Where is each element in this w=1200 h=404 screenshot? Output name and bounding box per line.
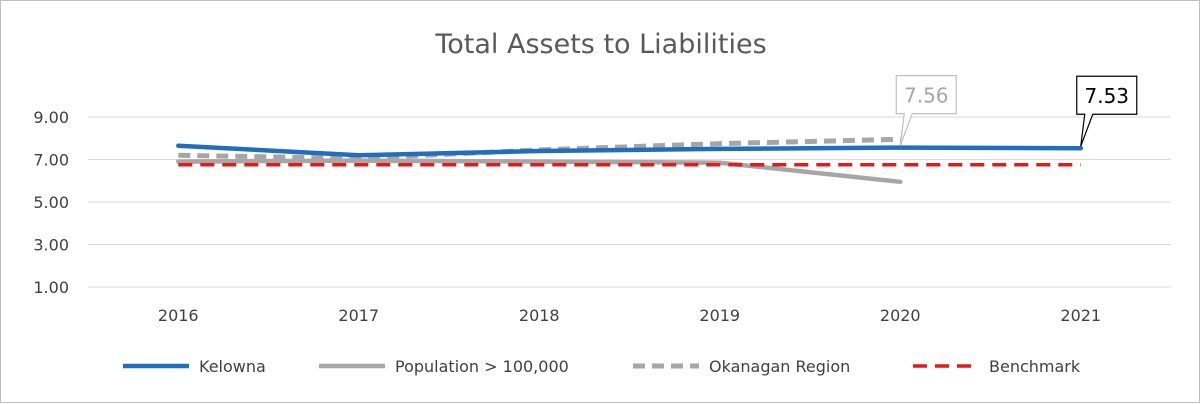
callout-2021: 7.53 — [1076, 75, 1138, 147]
legend-item-okanagan-region: Okanagan Region — [633, 357, 850, 376]
x-tick-label: 2017 — [338, 306, 379, 325]
x-tick-label: 2020 — [880, 306, 921, 325]
y-tick-label: 5.00 — [33, 193, 69, 212]
series-line-kelowna — [176, 143, 1084, 158]
legend-label: Benchmark — [989, 357, 1081, 376]
y-tick-label: 9.00 — [33, 108, 69, 127]
gridlines — [88, 116, 1171, 288]
x-tick-label: 2019 — [699, 306, 740, 325]
y-tick-label: 3.00 — [33, 236, 69, 255]
chart-title: Total Assets to Liabilities — [434, 29, 766, 60]
series-line-population-100-000 — [176, 158, 903, 185]
callout-label: 7.53 — [1084, 84, 1129, 108]
legend-item-kelowna: Kelowna — [123, 357, 266, 376]
legend-label: Kelowna — [199, 357, 266, 376]
legend-label: Population > 100,000 — [395, 357, 569, 376]
x-tick-label: 2016 — [158, 306, 199, 325]
y-tick-label: 1.00 — [33, 278, 69, 297]
legend-item-benchmark: Benchmark — [913, 357, 1081, 376]
callout-2020: 7.56 — [895, 75, 957, 146]
legend-item-population-100-000: Population > 100,000 — [319, 357, 569, 376]
x-axis-tick-labels: 2016 2017 2018 2019 2020 2021 — [158, 306, 1101, 325]
legend: Kelowna Population > 100,000 Okanagan Regi… — [123, 357, 1081, 376]
y-axis-tick-labels: 9.00 7.00 5.00 3.00 1.00 — [33, 108, 69, 297]
callout-box — [895, 75, 957, 146]
callout-box — [1076, 75, 1138, 147]
data-callouts: 7.56 7.53 — [895, 75, 1138, 147]
callout-label: 7.56 — [904, 84, 949, 108]
series-lines — [176, 136, 1084, 185]
x-tick-label: 2018 — [519, 306, 560, 325]
legend-label: Okanagan Region — [709, 357, 850, 376]
x-tick-label: 2021 — [1060, 306, 1101, 325]
y-tick-label: 7.00 — [33, 151, 69, 170]
